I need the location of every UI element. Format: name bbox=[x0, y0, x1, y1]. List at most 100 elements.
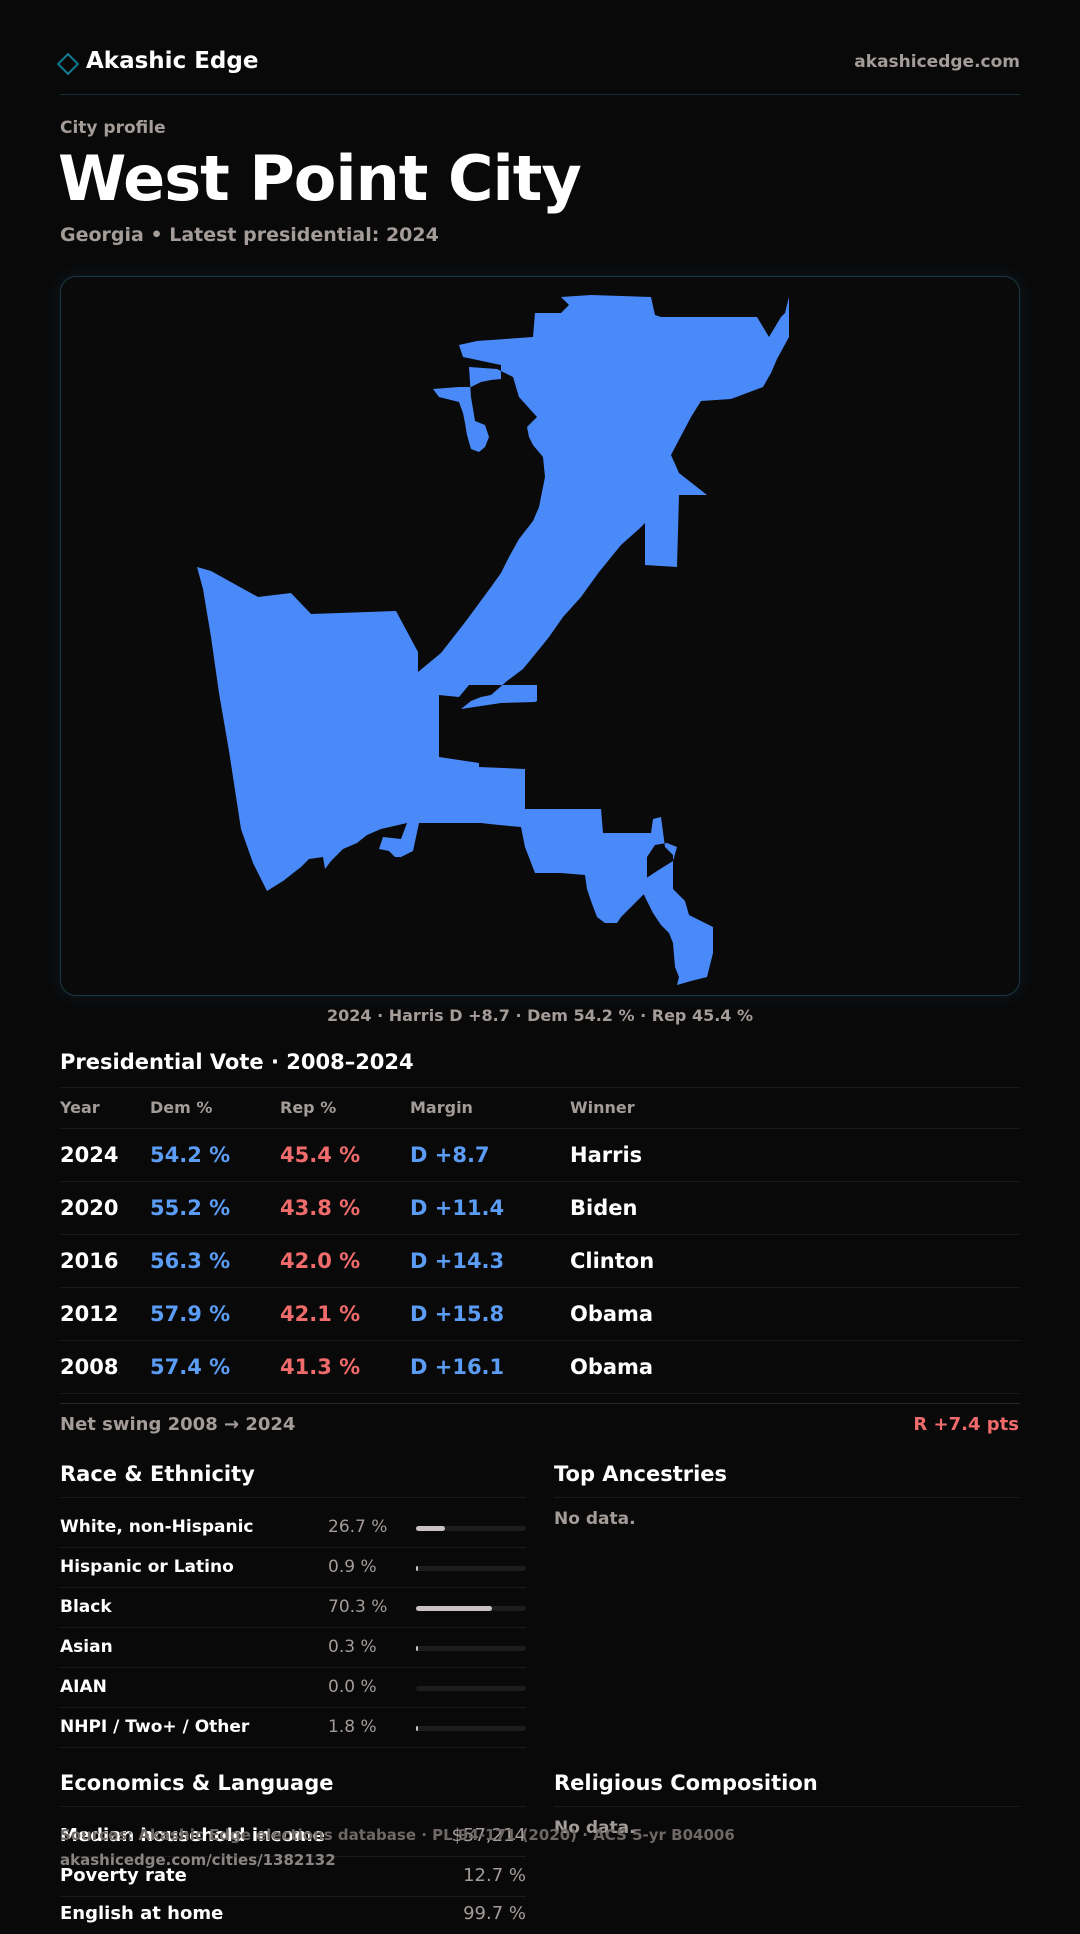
table-row: 2008 57.4 % 41.3 % D +16.1 Obama bbox=[60, 1341, 1020, 1394]
dem-cell: 57.4 % bbox=[150, 1355, 231, 1379]
econ-label: Median household income bbox=[60, 1825, 325, 1846]
col-header-winner: Winner bbox=[570, 1098, 635, 1117]
econ-label: Poverty rate bbox=[60, 1865, 187, 1886]
diamond-icon bbox=[56, 52, 80, 76]
col-header-rep: Rep % bbox=[280, 1098, 337, 1117]
winner-cell: Harris bbox=[570, 1143, 643, 1167]
race-label: AIAN bbox=[60, 1677, 107, 1697]
race-bar bbox=[416, 1566, 526, 1571]
list-item: NHPI / Two+ / Other 1.8 % bbox=[60, 1708, 526, 1748]
race-percent: 1.8 % bbox=[328, 1717, 377, 1737]
race-bar-fill bbox=[416, 1606, 492, 1611]
race-label: Hispanic or Latino bbox=[60, 1557, 234, 1577]
table-row: 2012 57.9 % 42.1 % D +15.8 Obama bbox=[60, 1288, 1020, 1341]
margin-cell: D +8.7 bbox=[410, 1143, 490, 1167]
race-bar bbox=[416, 1526, 526, 1531]
religion-empty: No data. bbox=[554, 1818, 636, 1838]
race-percent: 0.9 % bbox=[328, 1557, 377, 1577]
econ-value: 99.7 % bbox=[463, 1903, 526, 1924]
list-item: Poverty rate 12.7 % bbox=[60, 1857, 526, 1897]
year-cell: 2020 bbox=[60, 1196, 119, 1220]
divider bbox=[60, 1806, 526, 1807]
margin-cell: D +14.3 bbox=[410, 1249, 505, 1273]
dem-cell: 57.9 % bbox=[150, 1302, 231, 1326]
list-item: English at home 99.7 % bbox=[60, 1895, 526, 1934]
net-swing-label: Net swing 2008 → 2024 bbox=[60, 1414, 296, 1435]
site-link[interactable]: akashicedge.com bbox=[854, 52, 1020, 72]
rep-cell: 42.1 % bbox=[280, 1302, 361, 1326]
net-swing-value: R +7.4 pts bbox=[913, 1414, 1019, 1435]
list-item: Median household income $57,214 bbox=[60, 1817, 526, 1857]
margin-cell: D +11.4 bbox=[410, 1196, 505, 1220]
table-row: 2020 55.2 % 43.8 % D +11.4 Biden bbox=[60, 1182, 1020, 1235]
divider bbox=[554, 1806, 1020, 1807]
dem-cell: 56.3 % bbox=[150, 1249, 231, 1273]
margin-cell: D +16.1 bbox=[410, 1355, 505, 1379]
econ-value: 12.7 % bbox=[463, 1865, 526, 1886]
rep-cell: 41.3 % bbox=[280, 1355, 361, 1379]
race-percent: 0.0 % bbox=[328, 1677, 377, 1697]
ancestries-section-title: Top Ancestries bbox=[554, 1462, 728, 1486]
divider bbox=[60, 1403, 1020, 1404]
list-item: Black 70.3 % bbox=[60, 1588, 526, 1628]
winner-cell: Obama bbox=[570, 1302, 654, 1326]
race-bar bbox=[416, 1726, 526, 1731]
ancestries-empty: No data. bbox=[554, 1509, 636, 1529]
race-label: NHPI / Two+ / Other bbox=[60, 1717, 250, 1737]
year-cell: 2012 bbox=[60, 1302, 119, 1326]
winner-cell: Clinton bbox=[570, 1249, 655, 1273]
dem-cell: 55.2 % bbox=[150, 1196, 231, 1220]
divider bbox=[60, 1497, 526, 1498]
col-header-year: Year bbox=[60, 1098, 100, 1117]
margin-cell: D +15.8 bbox=[410, 1302, 505, 1326]
rep-cell: 42.0 % bbox=[280, 1249, 361, 1273]
year-cell: 2024 bbox=[60, 1143, 119, 1167]
winner-cell: Obama bbox=[570, 1355, 654, 1379]
top-bar: Akashic Edge akashicedge.com bbox=[56, 48, 1020, 95]
rep-cell: 43.8 % bbox=[280, 1196, 361, 1220]
race-bar-fill bbox=[416, 1526, 445, 1531]
vote-section-title: Presidential Vote · 2008–2024 bbox=[60, 1050, 414, 1074]
race-percent: 26.7 % bbox=[328, 1517, 388, 1537]
list-item: Asian 0.3 % bbox=[60, 1628, 526, 1668]
brand-name[interactable]: Akashic Edge bbox=[86, 48, 259, 74]
race-bar bbox=[416, 1686, 526, 1691]
race-bar bbox=[416, 1646, 526, 1651]
econ-label: English at home bbox=[60, 1903, 224, 1924]
page-title: West Point City bbox=[58, 142, 582, 215]
list-item: Hispanic or Latino 0.9 % bbox=[60, 1548, 526, 1588]
city-boundary-map bbox=[197, 295, 789, 985]
race-section-title: Race & Ethnicity bbox=[60, 1462, 255, 1486]
year-cell: 2008 bbox=[60, 1355, 119, 1379]
winner-cell: Biden bbox=[570, 1196, 638, 1220]
race-bar-fill bbox=[416, 1726, 418, 1731]
race-bar bbox=[416, 1606, 526, 1611]
col-header-dem: Dem % bbox=[150, 1098, 213, 1117]
city-boundary-shape bbox=[197, 295, 789, 985]
year-cell: 2016 bbox=[60, 1249, 119, 1273]
city-map-panel bbox=[60, 276, 1020, 996]
religion-section-title: Religious Composition bbox=[554, 1771, 818, 1795]
table-row: 2016 56.3 % 42.0 % D +14.3 Clinton bbox=[60, 1235, 1020, 1288]
race-percent: 70.3 % bbox=[328, 1597, 388, 1617]
list-item: AIAN 0.0 % bbox=[60, 1668, 526, 1708]
race-label: Asian bbox=[60, 1637, 113, 1657]
race-label: White, non-Hispanic bbox=[60, 1517, 254, 1537]
race-percent: 0.3 % bbox=[328, 1637, 377, 1657]
map-caption: 2024 · Harris D +8.7 · Dem 54.2 % · Rep … bbox=[326, 1006, 754, 1025]
divider bbox=[60, 1128, 1020, 1129]
footer-sources: Sources: Akashic Edge elections database… bbox=[60, 1826, 735, 1844]
divider bbox=[554, 1497, 1020, 1498]
economics-section-title: Economics & Language bbox=[60, 1771, 334, 1795]
race-bar-fill bbox=[416, 1566, 418, 1571]
page-kicker: City profile bbox=[60, 118, 166, 138]
page-subtitle: Georgia • Latest presidential: 2024 bbox=[60, 224, 439, 246]
rep-cell: 45.4 % bbox=[280, 1143, 361, 1167]
footer-url[interactable]: akashicedge.com/cities/1382132 bbox=[60, 1851, 336, 1869]
divider bbox=[60, 1087, 1020, 1088]
dem-cell: 54.2 % bbox=[150, 1143, 231, 1167]
race-bar-fill bbox=[416, 1646, 418, 1651]
table-row: 2024 54.2 % 45.4 % D +8.7 Harris bbox=[60, 1129, 1020, 1182]
col-header-margin: Margin bbox=[410, 1098, 473, 1117]
econ-value: $57,214 bbox=[451, 1825, 526, 1846]
